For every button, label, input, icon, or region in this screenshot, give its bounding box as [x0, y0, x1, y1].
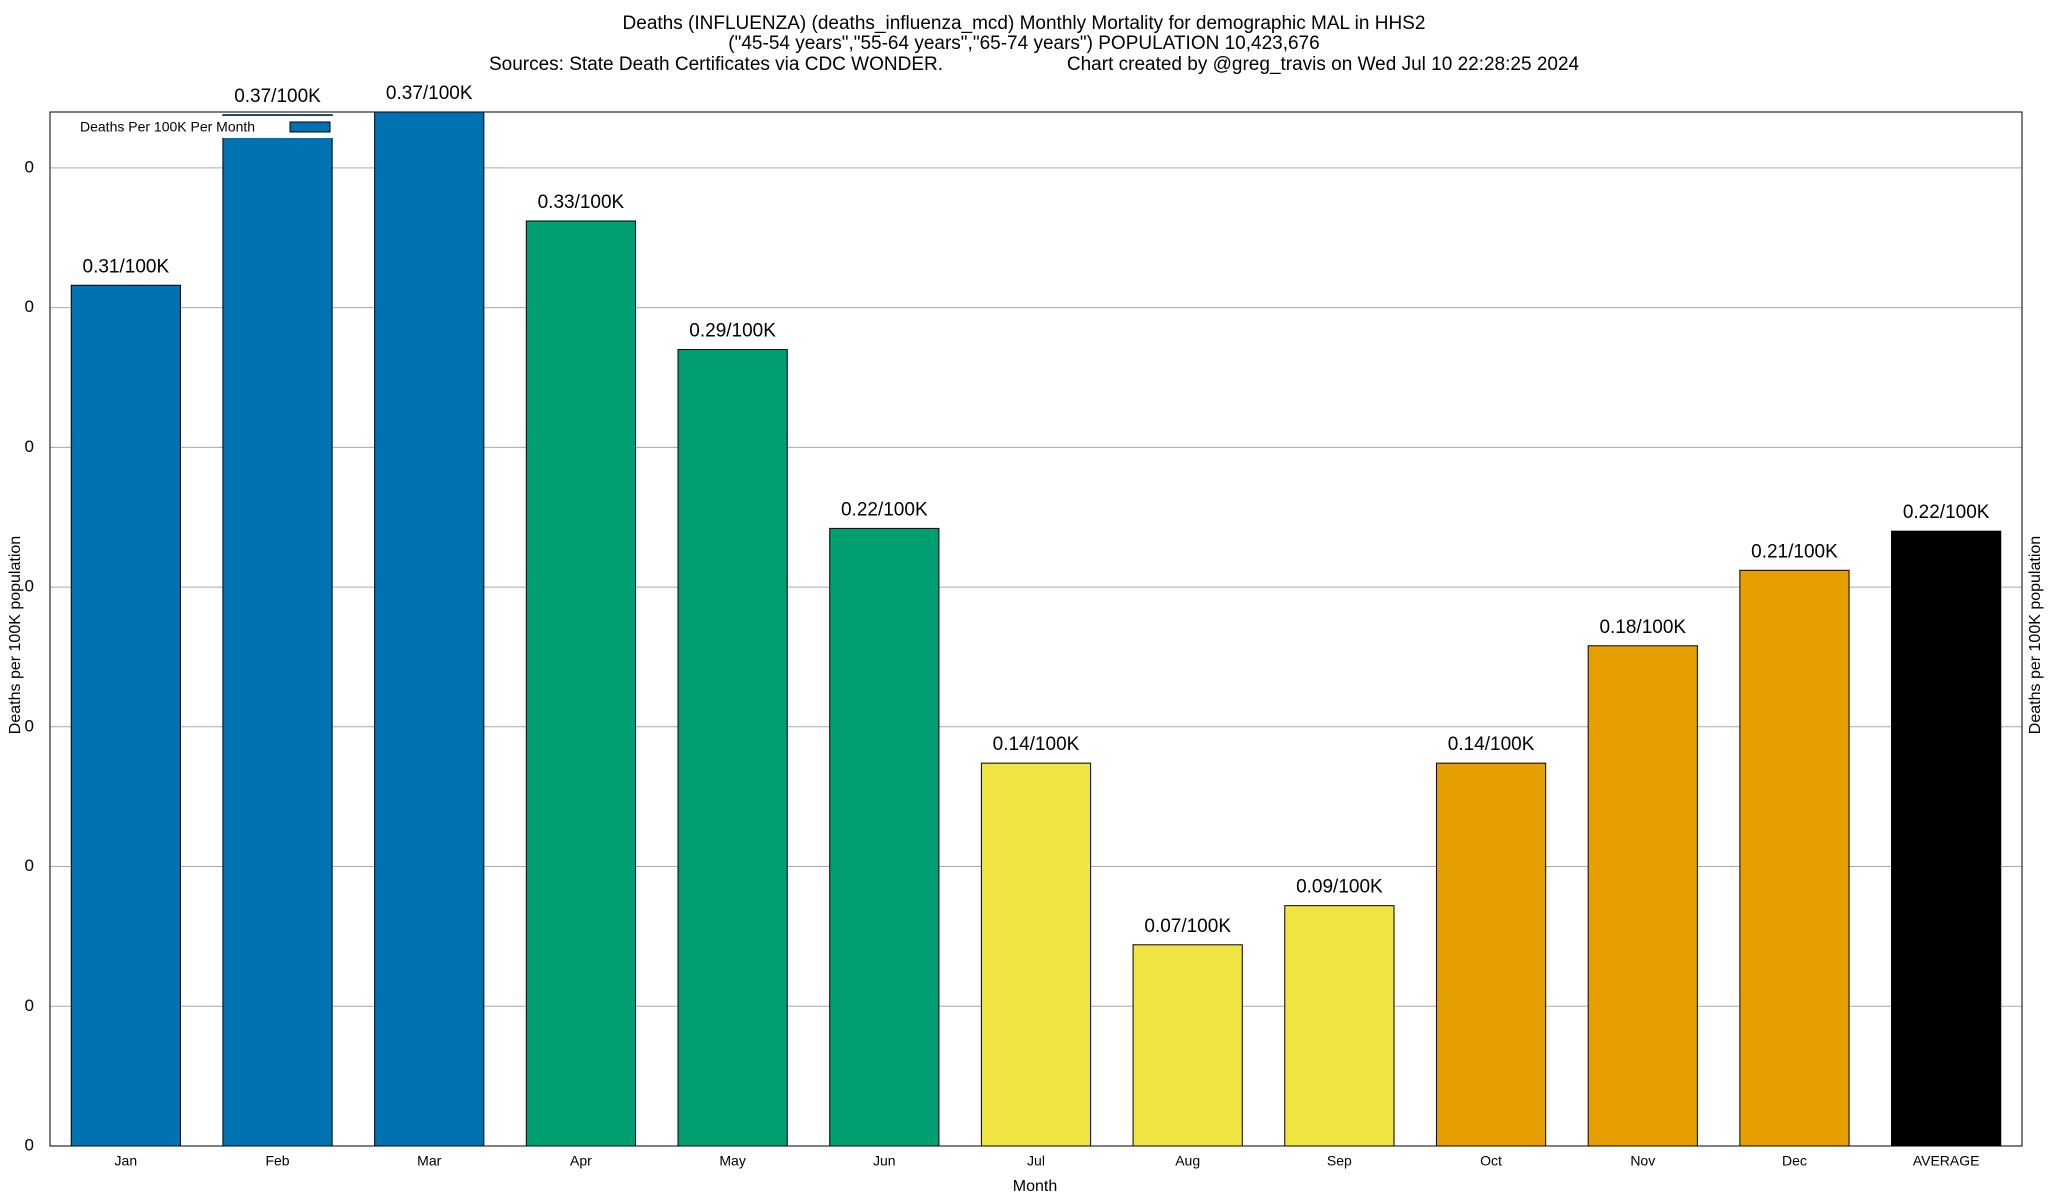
value-label: 0.31/100K: [83, 256, 170, 277]
x-tick-label: Jan: [115, 1153, 138, 1169]
value-label: 0.07/100K: [1144, 916, 1231, 937]
bar: [829, 527, 940, 1147]
x-tick-label: Dec: [1782, 1153, 1807, 1169]
y-tick-label: 0: [25, 297, 34, 316]
chart-subtitle: ("45-54 years","55-64 years","65-74 year…: [728, 33, 1319, 54]
x-tick-label: Apr: [570, 1153, 592, 1169]
y-tick-label: 0: [25, 996, 34, 1015]
bar: [70, 284, 181, 1147]
y-tick-label: 0: [25, 856, 34, 875]
value-label: 0.33/100K: [538, 192, 625, 213]
value-label: 0.22/100K: [841, 499, 928, 520]
bar: [1132, 944, 1243, 1147]
value-label: 0.18/100K: [1599, 617, 1686, 638]
x-axis-label: Month: [1013, 1178, 1057, 1195]
credit: Chart created by @greg_travis on Wed Jul…: [1067, 54, 1580, 75]
chart-title: Deaths (INFLUENZA) (deaths_influenza_mcd…: [623, 13, 1426, 34]
bar: [677, 349, 788, 1147]
bar: [525, 220, 637, 1147]
x-tick-label: Mar: [417, 1153, 441, 1169]
x-tick-label: Oct: [1480, 1153, 1502, 1169]
bar: [374, 111, 485, 1147]
x-tick-label: Nov: [1630, 1153, 1655, 1169]
x-tick-label: Jun: [873, 1153, 896, 1169]
x-tick-label: Sep: [1327, 1153, 1352, 1169]
y-tick-label: 0: [25, 577, 34, 596]
bar: [1891, 530, 2002, 1147]
bar: [1435, 762, 1547, 1147]
bar: [1739, 569, 1850, 1147]
bar: [980, 762, 1092, 1147]
sources: Sources: State Death Certificates via CD…: [489, 54, 943, 75]
value-label: 0.29/100K: [689, 321, 776, 342]
y-axis-label: Deaths per 100K population: [7, 536, 24, 734]
bar: [1284, 905, 1395, 1147]
y-tick-label: 0: [25, 437, 34, 456]
value-label: 0.09/100K: [1296, 877, 1383, 898]
value-label: 0.14/100K: [993, 734, 1080, 755]
legend-swatch: [289, 121, 331, 133]
x-tick-label: Jul: [1027, 1153, 1045, 1169]
y2-axis-label: Deaths per 100K population: [2027, 536, 2044, 734]
x-tick-label: Feb: [265, 1153, 289, 1169]
y-tick-label: 0: [25, 1135, 34, 1154]
y-tick-label: 0: [25, 157, 34, 176]
bar: [1587, 645, 1698, 1147]
value-label: 0.21/100K: [1751, 541, 1838, 562]
x-tick-label: Aug: [1175, 1153, 1200, 1169]
x-tick-label: May: [719, 1153, 745, 1169]
value-label: 0.37/100K: [386, 83, 473, 104]
x-tick-label: AVERAGE: [1913, 1153, 1980, 1169]
value-label: 0.37/100K: [234, 86, 321, 107]
value-label: 0.14/100K: [1448, 734, 1535, 755]
y-tick-label: 0: [25, 716, 34, 735]
bar: [222, 114, 333, 1147]
legend-label: Deaths Per 100K Per Month: [80, 119, 255, 135]
value-label: 0.22/100K: [1903, 502, 1990, 523]
legend-box: [70, 116, 340, 138]
